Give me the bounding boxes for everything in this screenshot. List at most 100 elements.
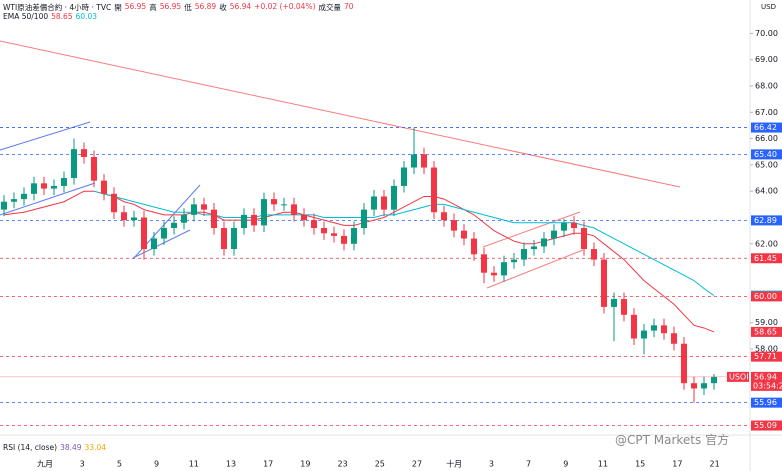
- candle-body: [71, 149, 77, 179]
- candle-body: [571, 222, 577, 229]
- ema-line: [93, 190, 715, 297]
- candle-body: [291, 204, 297, 215]
- candle-body: [271, 199, 277, 205]
- x-tick-label: 3: [80, 460, 85, 469]
- price-label: 61.45: [754, 254, 777, 263]
- price-label-box: [751, 215, 782, 226]
- price-label-box: [751, 420, 782, 431]
- candle-body: [141, 217, 147, 250]
- x-tick-label: 九月: [37, 460, 53, 469]
- price-label-box: [751, 351, 782, 362]
- price-label: 66.42: [754, 123, 777, 132]
- rsi-name: RSI (14, close): [3, 443, 58, 452]
- channel-line: [486, 249, 584, 289]
- symbol-box: [727, 371, 749, 382]
- x-tick-label: 19: [300, 460, 310, 469]
- candle-body: [191, 204, 197, 215]
- x-tick-label: 5: [117, 460, 122, 469]
- candle-body: [521, 249, 527, 260]
- candle-body: [701, 383, 707, 389]
- price-label-box: [751, 397, 782, 408]
- watermark: @CPT Markets 官方: [615, 433, 730, 447]
- candle-body: [601, 259, 607, 307]
- candle-body: [491, 272, 497, 276]
- ohlc-value: 56.89: [194, 2, 217, 11]
- candle-body: [681, 343, 687, 384]
- y-tick-label: 58.00: [755, 344, 778, 353]
- price-label: 57.71: [754, 352, 777, 361]
- channel-line: [132, 229, 191, 259]
- currency: USD: [761, 3, 776, 11]
- symbol-label: USOIL: [729, 372, 754, 381]
- x-tick-label: 13: [226, 460, 236, 469]
- candle-body: [21, 193, 27, 200]
- candle-body: [351, 228, 357, 244]
- price-label-box: [751, 253, 782, 264]
- candle-body: [151, 238, 157, 250]
- candle-body: [221, 228, 227, 250]
- candle-body: [361, 209, 367, 229]
- candle-body: [41, 183, 47, 189]
- candle-body: [711, 376, 717, 384]
- x-tick-label: 十月: [446, 459, 462, 469]
- candle-body: [561, 222, 567, 231]
- y-tick-label: 70.00: [755, 29, 778, 38]
- x-tick-label: 17: [672, 460, 682, 469]
- y-tick-label: 67.00: [755, 108, 778, 117]
- y-tick-label: 66.00: [755, 134, 778, 143]
- candle-body: [691, 383, 697, 389]
- ohlc-label: 開: [114, 3, 122, 12]
- candle-body: [171, 222, 177, 229]
- candle-body: [591, 249, 597, 260]
- candle-body: [541, 238, 547, 247]
- candle-body: [131, 217, 137, 221]
- ema-name: EMA 50/100: [3, 12, 49, 21]
- candle-body: [341, 235, 347, 244]
- x-tick-label: 17: [263, 460, 273, 469]
- candle-body: [411, 154, 417, 168]
- candle-body: [321, 228, 327, 234]
- y-tick-label: 68.00: [755, 82, 778, 91]
- ema-line: [3, 190, 715, 333]
- x-tick-label: 9: [563, 460, 568, 469]
- candle-body: [551, 230, 557, 239]
- price-label-box: [751, 122, 782, 133]
- ohlc-label: 高: [149, 3, 157, 12]
- candle-body: [621, 299, 627, 315]
- y-tick-label: 65.00: [755, 160, 778, 169]
- candle-body: [371, 196, 377, 210]
- x-tick-label: 15: [635, 460, 645, 469]
- y-tick-label: 62.00: [755, 239, 778, 248]
- candle-body: [441, 212, 447, 221]
- candle-body: [311, 220, 317, 229]
- candle-body: [641, 330, 647, 339]
- candle-body: [531, 246, 537, 250]
- rsi-value: 33.04: [84, 443, 107, 452]
- x-tick-label: 11: [189, 460, 199, 469]
- candle-body: [11, 199, 17, 202]
- x-tick-label: 3: [489, 460, 494, 469]
- candle-body: [381, 196, 387, 210]
- candle-body: [501, 262, 507, 276]
- candle-body: [1, 201, 7, 210]
- x-tick-label: 27: [412, 460, 422, 469]
- x-tick-label: 7: [526, 460, 531, 469]
- price-label: 55.96: [754, 398, 777, 407]
- channel-line: [0, 182, 96, 216]
- symbol-title: WTI原油差價合約 · 4小時 · TVC: [3, 3, 112, 12]
- candle-body: [631, 314, 637, 339]
- candle-body: [481, 254, 487, 273]
- candle-body: [471, 238, 477, 255]
- candle-body: [91, 157, 97, 181]
- candle-body: [241, 214, 247, 229]
- candle-body: [261, 199, 267, 226]
- price-label: 60.00: [754, 292, 777, 301]
- candle-body: [451, 220, 457, 231]
- candle-body: [391, 185, 397, 210]
- ohlc-value: 56.95: [124, 2, 147, 11]
- ohlc-label: 低: [184, 3, 192, 12]
- volume-value: 70: [344, 2, 354, 11]
- price-label: 55.09: [754, 421, 777, 430]
- candle-body: [111, 193, 117, 213]
